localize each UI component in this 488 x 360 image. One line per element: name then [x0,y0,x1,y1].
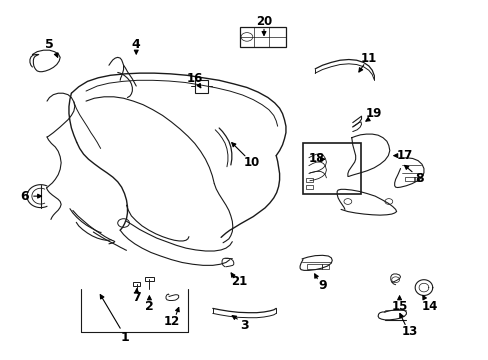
Text: 11: 11 [360,51,376,64]
Text: 18: 18 [308,152,324,165]
Text: 20: 20 [255,15,272,28]
Text: 19: 19 [365,107,381,120]
Text: 21: 21 [231,275,247,288]
Bar [305,178,313,182]
Bar [405,177,414,181]
Text: 12: 12 [163,315,179,328]
Text: 10: 10 [243,156,260,169]
Bar [321,264,328,269]
Text: 1: 1 [121,331,129,344]
Text: 13: 13 [401,325,418,338]
Bar [303,143,360,194]
Bar [305,185,313,189]
Bar [145,277,154,281]
Text: 14: 14 [421,300,437,313]
Text: 3: 3 [240,319,248,332]
Text: 17: 17 [395,149,412,162]
Bar [133,282,140,286]
Bar [413,177,418,181]
Text: 7: 7 [132,291,141,304]
Text: 5: 5 [45,38,54,51]
Text: 2: 2 [145,300,154,313]
Text: 6: 6 [20,190,28,203]
Text: 15: 15 [390,300,407,313]
Bar [306,264,321,269]
Bar [194,80,208,93]
Text: 8: 8 [414,172,423,185]
Text: 4: 4 [132,38,141,51]
Bar [239,27,285,47]
Text: 9: 9 [318,279,326,292]
Text: 16: 16 [186,72,203,85]
